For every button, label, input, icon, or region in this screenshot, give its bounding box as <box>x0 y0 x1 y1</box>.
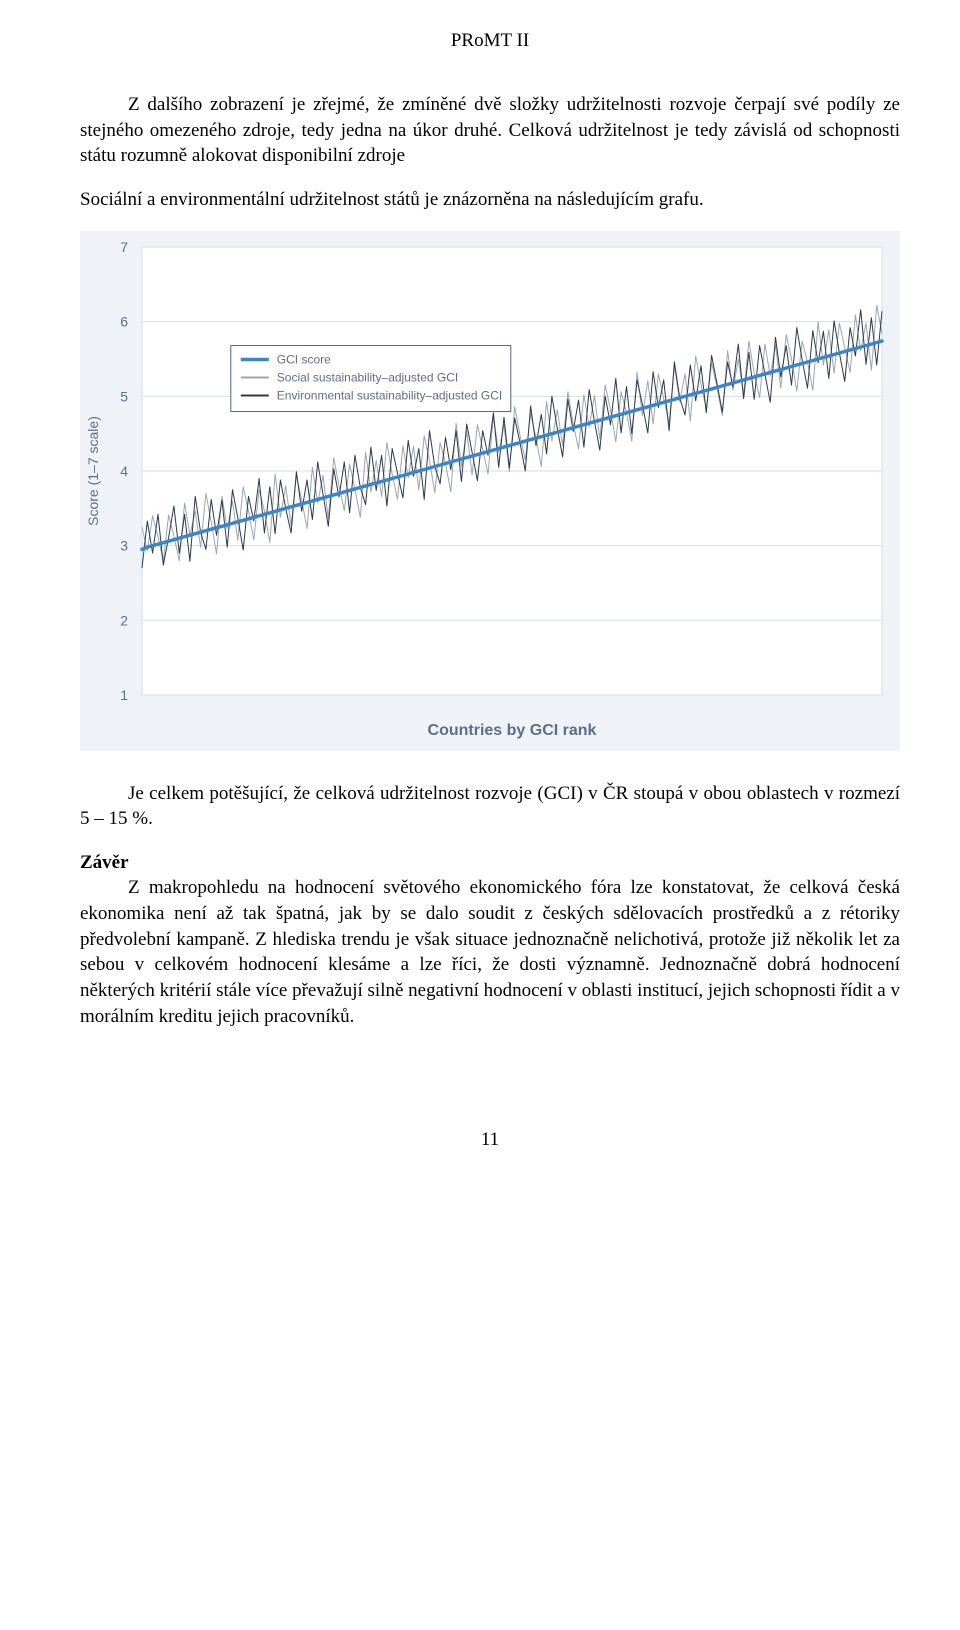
svg-text:6: 6 <box>120 313 128 329</box>
zaver-heading: Závěr <box>80 852 129 873</box>
svg-text:Score (1–7 scale): Score (1–7 scale) <box>85 416 101 526</box>
svg-text:1: 1 <box>120 687 128 703</box>
paragraph-1-text: Z dalšího zobrazení je zřejmé, že zmíněn… <box>80 94 900 166</box>
svg-text:3: 3 <box>120 537 128 553</box>
page-number: 11 <box>80 1129 900 1151</box>
paragraph-2: Sociální a environmentální udržitelnost … <box>80 187 900 213</box>
paragraph-3-text: Je celkem potěšující, že celková udržite… <box>80 783 900 830</box>
svg-text:Environmental sustainability–a: Environmental sustainability–adjusted GC… <box>277 388 502 402</box>
svg-text:7: 7 <box>120 239 128 255</box>
paragraph-4-text: Z makropohledu na hodnocení světového ek… <box>80 877 900 1026</box>
svg-text:2: 2 <box>120 612 128 628</box>
svg-text:Social sustainability–adjusted: Social sustainability–adjusted GCI <box>277 370 458 384</box>
svg-text:5: 5 <box>120 388 128 404</box>
document-header: PRoMT II <box>80 30 900 52</box>
gci-chart: 1 2 3 4 5 6 7 Score (1–7 scale) Countries by GCI… <box>80 231 900 751</box>
svg-text:4: 4 <box>120 463 128 479</box>
svg-text:GCI score: GCI score <box>277 352 331 366</box>
gci-chart-svg: 1 2 3 4 5 6 7 Score (1–7 scale) Countries by GCI… <box>80 231 900 751</box>
paragraph-1: Z dalšího zobrazení je zřejmé, že zmíněn… <box>80 92 900 169</box>
paragraph-3: Je celkem potěšující, že celková udržite… <box>80 781 900 832</box>
paragraph-4: Závěr Z makropohledu na hodnocení světové… <box>80 850 900 1029</box>
document-page: PRoMT II Z dalšího zobrazení je zřejmé, … <box>0 0 960 1191</box>
svg-text:Countries by GCI rank: Countries by GCI rank <box>428 722 597 739</box>
